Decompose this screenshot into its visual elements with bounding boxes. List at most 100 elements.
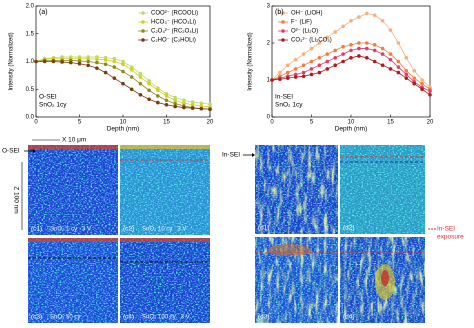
data-point <box>404 56 409 60</box>
data-point <box>341 59 345 64</box>
data-point <box>147 81 151 86</box>
data-point <box>147 97 151 102</box>
data-point <box>396 59 401 64</box>
data-point <box>147 79 151 83</box>
data-point <box>404 76 409 80</box>
data-point <box>164 98 169 103</box>
data-point <box>365 41 369 45</box>
side-label: In-SEI <box>222 152 240 159</box>
data-point <box>121 59 125 64</box>
legend-label: CO₃²⁻ (Li₂CO₃) <box>291 38 332 44</box>
sims-texture <box>340 145 425 234</box>
data-point <box>34 59 38 64</box>
data-point <box>333 63 338 67</box>
legend-label: OH⁻ (LiOH) <box>291 11 323 17</box>
data-point <box>420 87 424 92</box>
data-point <box>349 43 353 47</box>
data-point <box>208 102 212 107</box>
data-point <box>286 63 290 67</box>
exposure-label: exposure <box>437 234 464 241</box>
data-point <box>77 61 82 66</box>
data-point <box>138 93 143 97</box>
data-point <box>301 70 306 75</box>
data-point <box>103 62 108 67</box>
data-point <box>333 30 338 34</box>
data-point <box>112 56 117 61</box>
data-point <box>388 57 393 62</box>
data-point <box>129 65 134 69</box>
y-axis-label: Intensity (Normalized) <box>248 32 254 90</box>
y-tick-label: 1.0 <box>26 59 35 65</box>
data-point <box>112 76 117 80</box>
data-point <box>164 94 169 98</box>
legend-marker <box>141 20 145 24</box>
data-point <box>317 41 322 45</box>
surface-band <box>28 145 118 149</box>
data-point <box>309 59 314 64</box>
data-point <box>173 101 177 106</box>
data-point <box>129 87 134 92</box>
panel-label: (b) <box>275 9 284 16</box>
sims-texture <box>120 238 210 323</box>
data-point <box>341 44 345 49</box>
annotation: In-SEI <box>275 94 293 101</box>
data-point <box>286 76 290 80</box>
data-point <box>349 19 353 23</box>
data-point <box>270 78 274 82</box>
data-point <box>182 105 186 110</box>
data-point <box>293 57 298 62</box>
data-point <box>182 101 186 105</box>
data-point <box>372 43 377 47</box>
exposure-label: In-SEI <box>437 226 455 233</box>
x-tick-label: 0 <box>34 120 38 126</box>
y-tick-label: 2.0 <box>26 4 35 10</box>
data-point <box>121 69 125 74</box>
data-point <box>412 81 417 86</box>
data-point <box>404 72 409 77</box>
data-point <box>86 59 90 64</box>
data-point <box>77 59 82 63</box>
legend-label: HCO₃⁻ (HCO₃Li) <box>151 20 196 26</box>
data-point <box>86 63 90 68</box>
data-point <box>333 48 338 53</box>
data-point <box>380 19 385 23</box>
data-point <box>325 67 330 71</box>
data-point <box>301 74 306 79</box>
panel-label: (d4) <box>343 314 355 321</box>
data-point <box>365 56 369 60</box>
data-point <box>301 52 306 56</box>
data-point <box>396 41 401 45</box>
data-point <box>293 72 298 77</box>
x-tick-label: 5 <box>310 120 314 126</box>
data-point <box>357 41 361 45</box>
data-point <box>129 75 134 79</box>
data-point <box>372 13 377 18</box>
data-point <box>190 102 195 107</box>
legend-marker <box>141 38 145 42</box>
data-point <box>156 94 160 98</box>
hotspot <box>268 244 312 256</box>
data-point <box>380 52 385 56</box>
panel-caption: SnO₂ 100 cy 3 V <box>142 315 190 321</box>
data-point <box>428 89 432 93</box>
x-tick-label: 15 <box>163 120 170 126</box>
panel-label: (c4) <box>123 314 134 321</box>
x-tick-label: 20 <box>427 120 434 126</box>
legend-marker <box>281 38 285 42</box>
panel-label: (c2) <box>123 226 134 233</box>
panel-label: (c3) <box>31 314 42 321</box>
data-point <box>372 59 377 64</box>
data-point <box>208 107 212 112</box>
legend-label: C₂O₄²⁻ (RC₂O₄Li) <box>151 29 198 35</box>
sims-texture <box>120 145 210 235</box>
annotation: O-SEI <box>39 94 57 101</box>
annotation: SnO₂ 1cy <box>275 102 303 109</box>
legend-label: O²⁻ (Li₂O) <box>291 29 318 35</box>
data-point <box>156 100 160 105</box>
data-point <box>341 24 345 29</box>
sims-texture <box>28 145 118 235</box>
surface-band <box>120 145 210 149</box>
panel-label: (a) <box>39 9 48 16</box>
data-point <box>357 54 361 58</box>
